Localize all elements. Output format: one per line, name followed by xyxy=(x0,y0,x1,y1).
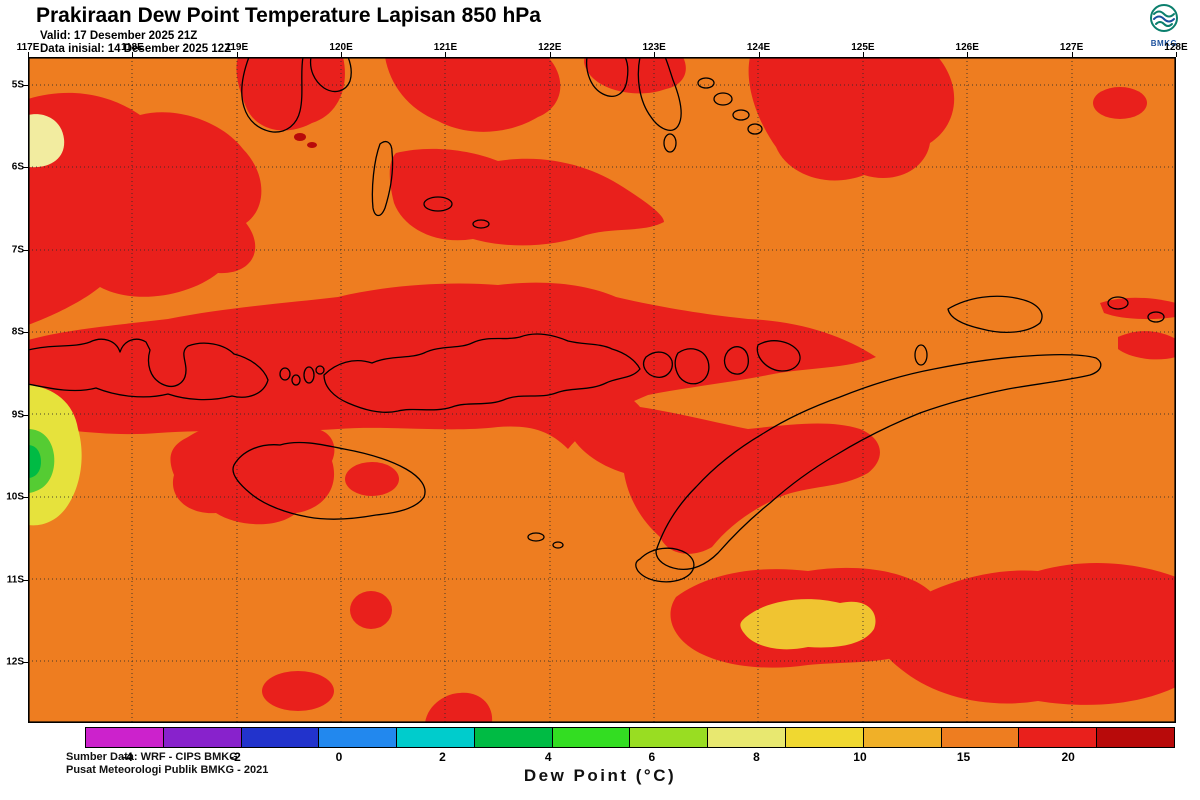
colorbar-tick-6: 6 xyxy=(648,750,656,764)
colorbar-segment-2 xyxy=(241,728,320,747)
lat-label-7S: 7S xyxy=(11,244,24,256)
lon-label-120E: 120E xyxy=(329,42,353,53)
map-area: Sumber Data: WRF - CIPS BMKG Pusat Meteo… xyxy=(28,57,1176,776)
lat-label-5S: 5S xyxy=(11,79,24,91)
lat-tick xyxy=(23,332,28,334)
colorbar-tick-8: 8 xyxy=(753,750,760,764)
source-data-line: Sumber Data: WRF - CIPS BMKG xyxy=(66,751,238,763)
lat-label-10S: 10S xyxy=(6,491,24,503)
lon-tick xyxy=(236,52,238,57)
lon-label-119E: 119E xyxy=(225,42,249,53)
colorbar-segment-12 xyxy=(1019,728,1098,747)
lon-label-126E: 126E xyxy=(955,42,979,53)
lon-label-122E: 122E xyxy=(538,42,562,53)
page-title: Prakiraan Dew Point Temperature Lapisan … xyxy=(36,4,541,27)
lon-label-124E: 124E xyxy=(746,42,771,53)
lon-tick xyxy=(654,52,656,57)
lon-tick xyxy=(1071,52,1073,57)
lon-label-125E: 125E xyxy=(851,42,875,53)
colorbar-tick-10: 10 xyxy=(853,750,867,764)
map-border xyxy=(28,57,1176,723)
colorbar-segment-7 xyxy=(630,728,709,747)
colorbar-segment-5 xyxy=(474,728,553,747)
colorbar xyxy=(85,727,1175,748)
init-datetime: Data inisial: 14 Desember 2025 12Z xyxy=(40,43,232,55)
lat-tick xyxy=(23,167,28,169)
colorbar-segment-0 xyxy=(86,728,164,747)
valid-datetime: Valid: 17 Desember 2025 21Z xyxy=(40,30,198,42)
colorbar-tick-2: 2 xyxy=(439,750,446,764)
colorbar-caption: Dew Point (°C) xyxy=(523,766,677,785)
colorbar-tick-15: 15 xyxy=(956,750,971,764)
lon-tick xyxy=(341,52,343,57)
colorbar-segment-11 xyxy=(941,728,1020,747)
colorbar-tick-4: 4 xyxy=(544,750,552,764)
dewpoint-shaded-regions xyxy=(28,57,1176,723)
lat-label-11S: 11S xyxy=(6,574,24,586)
map-canvas xyxy=(28,57,1176,723)
colorbar-segment-10 xyxy=(863,728,942,747)
lat-tick xyxy=(23,85,28,86)
lon-tick xyxy=(862,52,864,57)
colorbar-segment-8 xyxy=(708,728,787,747)
lat-label-9S: 9S xyxy=(11,409,24,421)
colorbar-segment-9 xyxy=(786,728,864,747)
lon-tick xyxy=(549,52,551,57)
coastlines xyxy=(28,57,1165,583)
colorbar-segment-1 xyxy=(163,728,242,747)
colorbar-tick-0: 0 xyxy=(335,750,343,764)
source-block: Sumber Data: WRF - CIPS BMKG Pusat Meteo… xyxy=(66,751,268,777)
lat-label-6S: 6S xyxy=(11,161,24,173)
lon-tick xyxy=(132,52,134,57)
lon-tick xyxy=(1175,52,1177,57)
bmkg-logo-label: BMKG xyxy=(1150,39,1178,48)
lat-tick xyxy=(23,414,28,416)
lon-tick xyxy=(28,52,29,57)
lon-label-121E: 121E xyxy=(433,42,458,53)
bmkg-logo: BMKG xyxy=(1142,2,1186,48)
colorbar-tick-20: 20 xyxy=(1061,750,1075,764)
lon-tick xyxy=(758,52,760,57)
bmkg-logo-icon xyxy=(1150,4,1178,32)
colorbar-segment-3 xyxy=(319,728,398,747)
lon-label-127E: 127E xyxy=(1059,42,1084,53)
lon-tick xyxy=(967,52,969,57)
lon-tick xyxy=(445,52,447,57)
lat-tick xyxy=(23,249,28,251)
grid-lines xyxy=(28,57,1176,723)
lon-label-118E: 118E xyxy=(120,42,144,53)
lat-tick xyxy=(23,497,28,499)
lat-tick xyxy=(23,579,28,581)
colorbar-tick--2: -2 xyxy=(230,750,241,764)
colorbar-tick--4: -4 xyxy=(122,750,133,764)
lat-label-8S: 8S xyxy=(11,326,24,338)
colorbar-segment-13 xyxy=(1097,728,1174,747)
lon-label-128E: 128E xyxy=(1164,42,1188,53)
lat-label-12S: 12S xyxy=(6,656,24,668)
colorbar-segment-4 xyxy=(397,728,475,747)
lon-label-117E: 117E xyxy=(16,42,40,53)
publisher-line: Pusat Meteorologi Publik BMKG - 2021 xyxy=(66,764,269,776)
lon-label-123E: 123E xyxy=(642,42,666,53)
colorbar-segment-6 xyxy=(552,728,631,747)
lat-tick xyxy=(23,662,28,663)
